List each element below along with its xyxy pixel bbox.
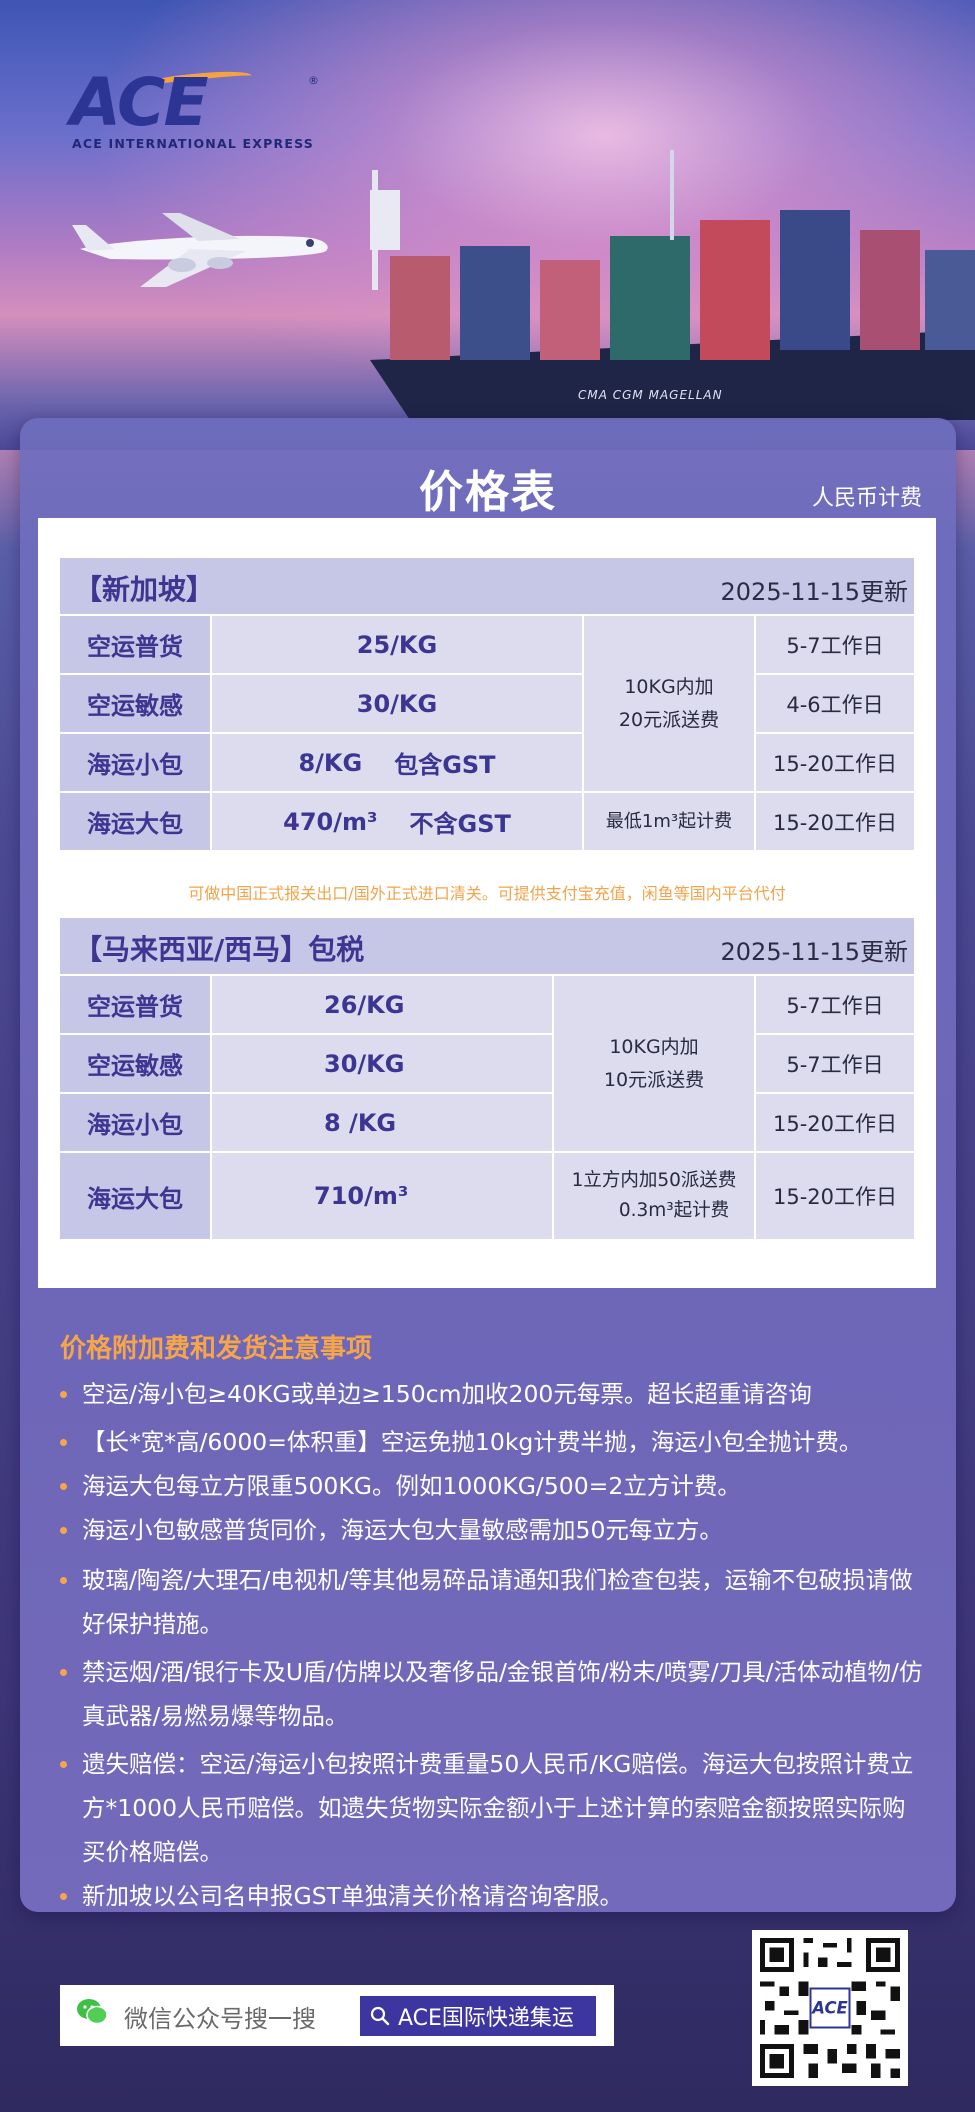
section-date: 2025-11-15更新 [720,578,908,606]
page-title: 价格表 [419,467,557,518]
wechat-icon [77,1999,108,2025]
section-name: 【马来西亚/西马】包税 [74,933,365,966]
malaysia-header: 【马来西亚/西马】包税 2025-11-15更新 [60,918,914,974]
table-row-label: 空运普货 [60,976,210,1033]
qr-code[interactable]: ACE [752,1930,908,2086]
bullet-dot [60,1527,67,1534]
table-row-price: 25/KG [212,616,582,673]
search-hint: 微信公众号搜一搜 [124,2005,316,2033]
table-row-days: 15-20工作日 [756,734,914,791]
table-row-label: 空运普货 [60,616,210,673]
note-text: 禁运烟/酒/银行卡及U盾/仿牌以及奢侈品/金银首饰/粉末/喷雾/刀具/活体动植物… [82,1658,923,1730]
delivery-fee-note: 10KG内加 10元派送费 [554,976,754,1151]
table-row-label: 空运敏感 [60,675,210,732]
note-text: 玻璃/陶瓷/大理石/电视机/等其他易碎品请通知我们检查包装，运输不包破损请做好保… [82,1566,913,1638]
qr-logo-text: ACE [810,1998,847,2017]
bullet-dot [60,1391,67,1398]
fee-line: 10元派送费 [603,1068,705,1091]
note-text: 新加坡以公司名申报GST单独清关价格请咨询客服。 [82,1882,623,1910]
note-text: 【长*宽*高/6000=体积重】空运免抛10kg计费半抛，海运小包全抛计费。 [82,1428,863,1456]
wechat-search-box[interactable]: 微信公众号搜一搜 ACE国际快递集运 [60,1985,614,2046]
table-row-price: 26/KG [212,976,552,1033]
delivery-fee-note: 10KG内加 20元派送费 [584,616,754,791]
list-item: 遗失赔偿：空运/海运小包按照计费重量50人民币/KG赔偿。海运大包按照计费立方*… [58,1742,926,1874]
table-row-days: 15-20工作日 [756,1153,914,1239]
account-name: ACE国际快递集运 [398,2006,574,2031]
account-search-tag[interactable]: ACE国际快递集运 [360,1996,596,2036]
fee-line: 1立方内加50派送费 [571,1170,737,1191]
table-row-label: 海运小包 [60,1094,210,1151]
price-value: 8/KG [298,748,363,777]
table-row-label: 海运小包 [60,734,210,791]
fee-line: 20元派送费 [618,708,720,731]
price-value: 470/m³ [283,807,378,836]
list-item: 海运小包敏感普货同价，海运大包大量敏感需加50元每立方。 [58,1508,926,1552]
list-item: 海运大包每立方限重500KG。例如1000KG/500=2立方计费。 [58,1464,926,1508]
note-text: 海运小包敏感普货同价，海运大包大量敏感需加50元每立方。 [82,1516,723,1544]
table-row-label: 海运大包 [60,1153,210,1239]
table-row-price: 8 /KG [212,1094,552,1151]
list-item: 禁运烟/酒/银行卡及U盾/仿牌以及奢侈品/金银首饰/粉末/喷雾/刀具/活体动植物… [58,1650,926,1738]
table-row-days: 5-7工作日 [756,616,914,673]
bullet-dot [60,1483,67,1490]
ace-logo: ACE ® ACE INTERNATIONAL EXPRESS [70,64,330,160]
table-row-days: 5-7工作日 [756,1035,914,1092]
container-ship-icon [370,150,975,420]
search-icon [370,2006,390,2026]
bullet-dot [60,1439,67,1446]
price-card: 价格表 人民币计费 【新加坡】 2025-11-15更新 空运普货 25/KG … [20,418,956,1912]
price-sheet: 【新加坡】 2025-11-15更新 空运普货 25/KG 5-7工作日 空运敏… [38,518,936,1288]
registered-mark: ® [308,74,319,87]
qr-code-icon: ACE [760,1938,900,2078]
min-charge-note: 最低1m³起计费 [584,793,754,850]
bullet-dot [60,1761,67,1768]
table-row-price: 470/m³ 不含GST [212,793,582,850]
table-row-price: 30/KG [212,675,582,732]
list-item: 新加坡以公司名申报GST单独清关价格请咨询客服。 [58,1874,926,1918]
table-row-days: 4-6工作日 [756,675,914,732]
note-text: 空运/海小包≥40KG或单边≥150cm加收200元每票。超长超重请咨询 [82,1380,812,1408]
note-text: 遗失赔偿：空运/海运小包按照计费重量50人民币/KG赔偿。海运大包按照计费立方*… [82,1750,914,1866]
big-parcel-note: 1立方内加50派送费 0.3m³起计费 [554,1153,754,1239]
currency-note: 人民币计费 [811,486,922,511]
note-text: 海运大包每立方限重500KG。例如1000KG/500=2立方计费。 [82,1472,741,1500]
list-item: 玻璃/陶瓷/大理石/电视机/等其他易碎品请通知我们检查包装，运输不包破损请做好保… [58,1558,926,1646]
table-row-price: 8/KG 包含GST [212,734,582,791]
list-item: 空运/海小包≥40KG或单边≥150cm加收200元每票。超长超重请咨询 [58,1372,926,1416]
singapore-header: 【新加坡】 2025-11-15更新 [60,558,914,614]
bullet-dot [60,1893,67,1900]
notes-title: 价格附加费和发货注意事项 [60,1334,373,1364]
table-row-label: 海运大包 [60,793,210,850]
bullet-dot [60,1577,67,1584]
fee-line: 0.3m³起计费 [618,1200,730,1221]
gst-note: 包含GST [394,751,496,779]
table-row-days: 15-20工作日 [756,793,914,850]
table-row-price: 710/m³ [212,1153,552,1239]
customs-note: 可做中国正式报关出口/国外正式进口清关。可提供支付宝充值，闲鱼等国内平台代付 [188,884,786,903]
hero-banner: ACE ® ACE INTERNATIONAL EXPRESS CMA CGM … [0,0,975,450]
fee-line: 10KG内加 [609,1035,699,1058]
airplane-icon [72,213,328,287]
table-row-days: 15-20工作日 [756,1094,914,1151]
gst-note: 不含GST [409,810,511,838]
bullet-dot [60,1669,67,1676]
logo-wordmark: ACE [70,64,209,141]
logo-subtitle: ACE INTERNATIONAL EXPRESS [72,136,314,151]
list-item: 【长*宽*高/6000=体积重】空运免抛10kg计费半抛，海运小包全抛计费。 [58,1420,926,1464]
fee-line: 10KG内加 [624,675,714,698]
ship-name-label: CMA CGM MAGELLAN [578,388,723,402]
table-row-days: 5-7工作日 [756,976,914,1033]
section-date: 2025-11-15更新 [720,938,908,966]
section-name: 【新加坡】 [74,573,215,606]
table-row-price: 30/KG [212,1035,552,1092]
notes-list: 空运/海小包≥40KG或单边≥150cm加收200元每票。超长超重请咨询 【长*… [58,1372,926,1918]
table-row-label: 空运敏感 [60,1035,210,1092]
